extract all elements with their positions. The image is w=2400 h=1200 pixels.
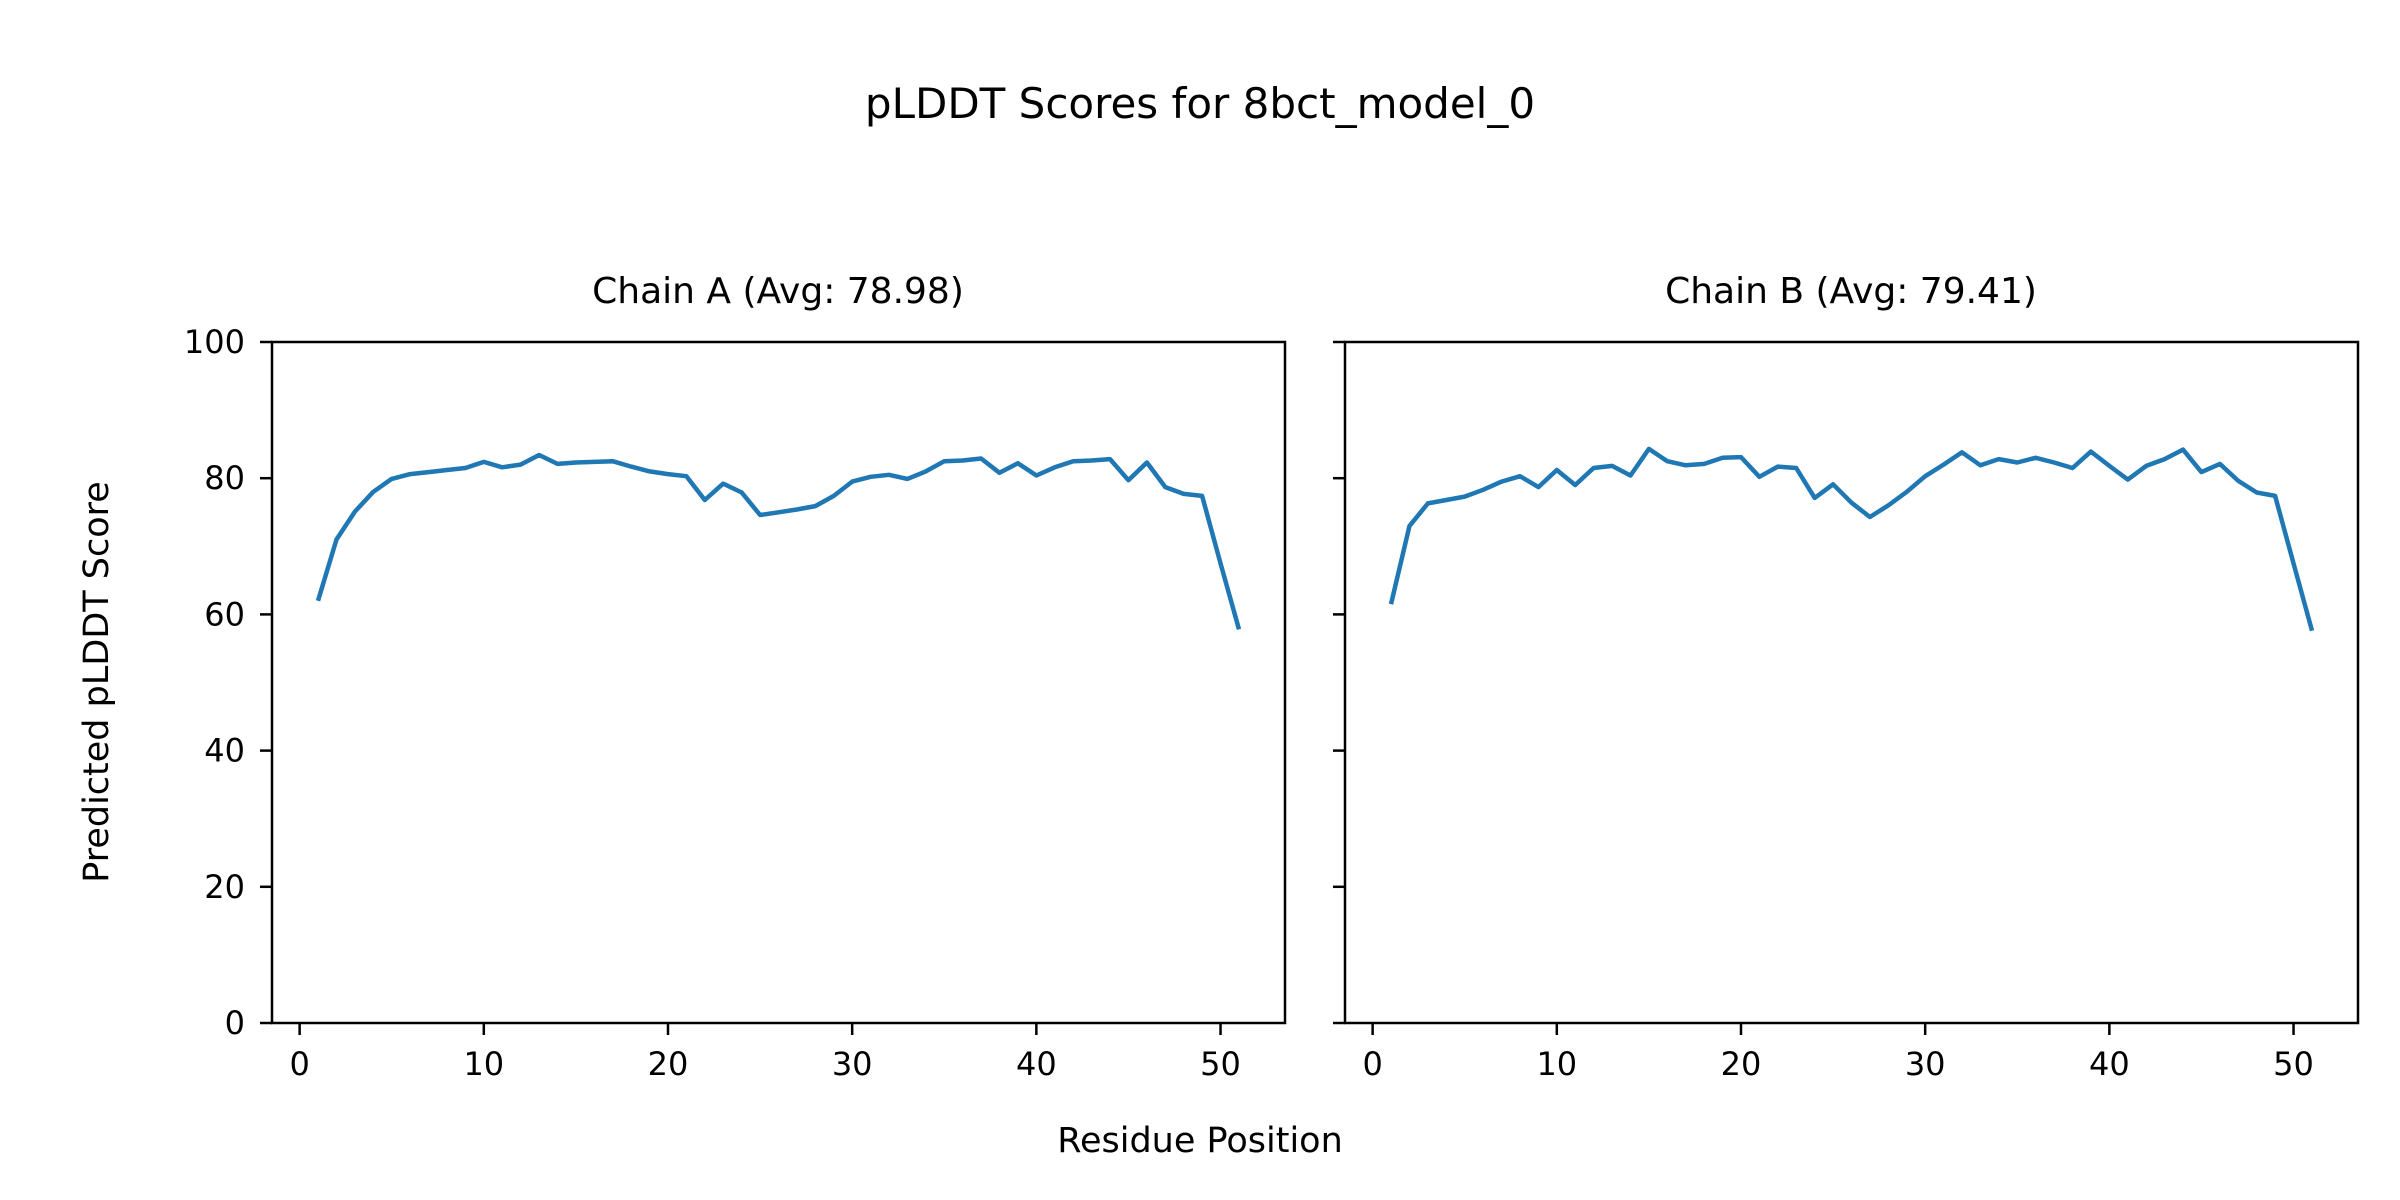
figure-title: pLDDT Scores for 8bct_model_0 (865, 79, 1535, 128)
y-tick-label: 80 (204, 459, 245, 497)
subplot-b-title: Chain B (Avg: 79.41) (1665, 271, 2037, 312)
x-axis-label: Residue Position (1057, 1121, 1343, 1161)
x-tick-label: 30 (1905, 1045, 1946, 1083)
y-tick-label: 0 (225, 1004, 245, 1042)
y-tick-label: 60 (204, 595, 245, 633)
subplot-b: 0 10 20 30 40 50 (1333, 340, 2360, 1083)
plots-group: 0 10 20 30 40 50 0 20 40 60 80 100 0 10 20 30 40 50 (184, 323, 2360, 1083)
subplot-a-title: Chain A (Avg: 78.98) (592, 271, 964, 312)
x-tick-label: 50 (1200, 1045, 1241, 1083)
x-tick-label: 0 (289, 1045, 309, 1083)
x-tick-label: 10 (1536, 1045, 1577, 1083)
plddt-line (315, 452, 1242, 631)
x-tick-label: 10 (463, 1045, 504, 1083)
subplot-a: 0 10 20 30 40 50 0 20 40 60 80 100 (184, 323, 1287, 1083)
x-tick-label: 20 (648, 1045, 689, 1083)
x-tick-label: 0 (1362, 1045, 1382, 1083)
x-tick-label: 30 (832, 1045, 873, 1083)
y-tick-label: 100 (184, 323, 245, 361)
axes-box (270, 340, 1287, 1025)
y-axis-label: Predicted pLDDT Score (77, 481, 117, 883)
x-tick-label: 40 (1016, 1045, 1057, 1083)
x-tick-label: 50 (2273, 1045, 2314, 1083)
y-tick-label: 20 (204, 868, 245, 906)
y-tick-label: 40 (204, 732, 245, 770)
x-tick-label: 20 (1721, 1045, 1762, 1083)
x-tick-label: 40 (2089, 1045, 2130, 1083)
axes-box (1343, 340, 2360, 1025)
plddt-line (1388, 446, 2315, 632)
